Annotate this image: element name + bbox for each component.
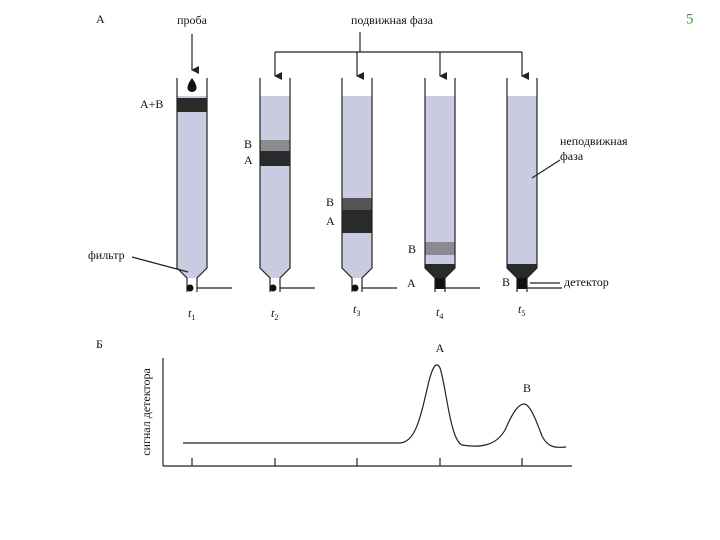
zone-band bbox=[260, 140, 290, 151]
time-label: t4 bbox=[436, 305, 443, 321]
zone-band bbox=[177, 98, 207, 112]
detector bbox=[517, 278, 527, 289]
time-index: 3 bbox=[356, 309, 360, 318]
stationary-phase bbox=[342, 96, 372, 278]
time-index: 1 bbox=[191, 313, 195, 322]
zone-label: В bbox=[502, 275, 510, 289]
y-axis-label: сигнал детектора bbox=[139, 368, 153, 456]
zone-band bbox=[425, 242, 455, 255]
zone-label: А bbox=[326, 214, 335, 228]
droplet bbox=[269, 284, 277, 292]
time-label: t2 bbox=[271, 306, 278, 322]
eluting-zone bbox=[507, 264, 537, 278]
pointer-line bbox=[131, 256, 189, 273]
pointer-line bbox=[531, 159, 561, 179]
detector-label: детектор bbox=[564, 275, 609, 289]
time-index: 5 bbox=[521, 309, 525, 318]
zone-label: А bbox=[244, 153, 253, 167]
time-symbol: t bbox=[353, 302, 357, 316]
zone-label: В bbox=[408, 242, 416, 256]
zone-band bbox=[260, 151, 290, 166]
time-label: t3 bbox=[353, 302, 360, 318]
detector-signal bbox=[183, 364, 567, 448]
zone-label: А bbox=[407, 276, 416, 290]
detector bbox=[435, 278, 445, 289]
column-tube bbox=[424, 78, 456, 292]
zone-label: В bbox=[326, 195, 334, 209]
column-tube bbox=[176, 78, 208, 292]
eluting-zone bbox=[425, 264, 455, 278]
stationary-phase bbox=[425, 96, 455, 278]
zone-label: А+В bbox=[140, 97, 163, 111]
panel-b-label: Б bbox=[96, 337, 103, 351]
stationary-phase bbox=[260, 96, 290, 278]
page-number: 5 bbox=[686, 11, 694, 27]
column-tube bbox=[341, 78, 373, 292]
time-symbol: t bbox=[188, 306, 192, 320]
zone-band bbox=[342, 198, 372, 210]
stationary-phase bbox=[177, 96, 207, 278]
time-symbol: t bbox=[436, 305, 440, 319]
time-symbol: t bbox=[518, 302, 522, 316]
stationary-phase-label: фаза bbox=[560, 149, 584, 163]
time-index: 4 bbox=[439, 312, 443, 321]
peak-label: В bbox=[523, 381, 531, 395]
zone-label: В bbox=[244, 137, 252, 151]
time-label: t5 bbox=[518, 302, 525, 318]
panel-a-label: А bbox=[96, 12, 105, 26]
droplet bbox=[186, 284, 194, 292]
mobile-phase-label: подвижная фаза bbox=[351, 13, 434, 27]
peak-label: А bbox=[436, 341, 445, 355]
stationary-phase bbox=[507, 96, 537, 278]
droplet bbox=[351, 284, 359, 292]
time-symbol: t bbox=[271, 306, 275, 320]
column-tube bbox=[259, 78, 291, 292]
column-tube bbox=[506, 78, 538, 292]
sample-drop bbox=[187, 78, 197, 92]
time-index: 2 bbox=[274, 313, 278, 322]
stationary-phase-label: неподвижная bbox=[560, 134, 628, 148]
filter-label: фильтр bbox=[88, 248, 125, 262]
zone-band bbox=[342, 210, 372, 233]
sample-label: проба bbox=[177, 13, 208, 27]
time-label: t1 bbox=[188, 306, 195, 322]
